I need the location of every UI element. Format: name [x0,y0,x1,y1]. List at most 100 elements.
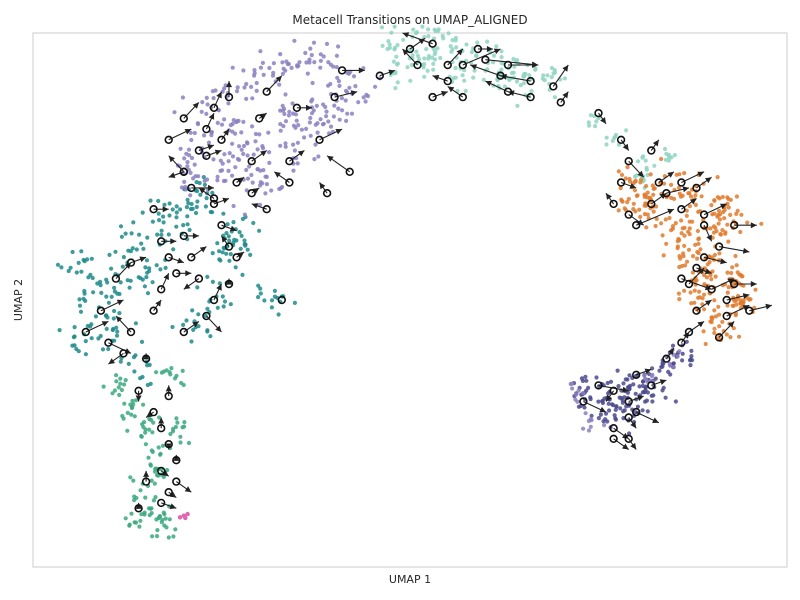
cell-point [205,306,210,311]
cell-point [208,334,213,339]
cell-point [258,65,263,70]
cell-point [155,528,160,533]
metacell-marker [172,456,181,465]
cell-point [638,180,643,185]
transition-arrow-head [652,417,659,423]
cell-point [415,53,421,58]
cell-point [106,346,111,352]
metacell-marker [481,55,490,64]
cell-point [512,64,517,69]
cell-point [422,35,427,40]
cell-point [586,428,592,433]
cell-point [529,89,534,94]
cell-point [235,156,240,162]
cell-point [189,339,194,344]
cell-point [453,75,458,80]
cell-point [604,142,609,147]
transition-arrow-head [720,203,727,210]
cell-point [666,158,671,163]
cell-point [261,72,266,77]
transition-arrow-head [198,187,206,194]
metacell-marker [609,424,618,433]
cell-point [291,111,296,116]
cell-point [292,300,297,305]
cell-point [675,239,680,244]
metacell-marker [631,221,641,230]
transition-arrow-head [319,182,326,190]
cell-point [167,213,172,218]
cell-point [491,60,496,65]
cell-point [204,95,209,100]
cell-point [652,163,657,168]
cell-point [414,30,419,35]
cell-point [291,168,296,173]
metacell-markers-layer [81,39,754,513]
cell-point [702,307,707,312]
cell-point [76,349,81,354]
transition-arrow-head [606,394,612,402]
cell-point [365,94,371,99]
cell-point [625,165,630,170]
cell-point [549,65,555,71]
cell-point [123,516,128,521]
cell-point [250,124,255,129]
cell-point [210,190,215,195]
cell-point [280,60,285,65]
transition-arrow-head [216,284,222,291]
cell-point [696,295,701,300]
transition-arrow-head [170,238,177,245]
cell-point [326,119,331,124]
cell-point [696,237,701,242]
cell-point [693,242,698,247]
cell-point [731,303,736,308]
transition-arrow-head [402,49,409,56]
cell-point [718,232,723,237]
metacell-marker [157,466,166,476]
cell-point [153,495,158,500]
cell-point [122,382,127,387]
cell-point [610,138,615,143]
transition-arrow-head [229,225,237,232]
cell-point [709,203,714,208]
cell-point [642,194,647,199]
cell-point [123,231,128,236]
cell-point [139,434,144,439]
cell-point [707,259,712,265]
cell-point [326,60,331,65]
cell-point [211,157,216,162]
cell-point [185,164,190,169]
metacell-marker [594,108,603,118]
cell-point [712,211,717,216]
cell-point [192,130,197,136]
transition-arrow-head [486,46,493,52]
cell-point [714,229,719,234]
cell-point [83,352,88,357]
cell-point [318,65,323,70]
cell-point [145,291,151,296]
cell-point [698,247,703,252]
cell-point [316,154,321,159]
cell-point [182,420,187,425]
cell-point [144,258,150,263]
cell-point [230,65,235,70]
transition-arrow-head [143,353,150,360]
cell-point [603,417,608,422]
cell-point [666,152,671,157]
cell-point [672,196,677,201]
cell-point [725,290,730,295]
cell-point [453,38,458,43]
y-axis-label: UMAP 2 [12,279,25,321]
cell-point [586,385,591,390]
cell-point [522,74,527,79]
cell-point [120,264,125,269]
cell-point [147,416,152,422]
cell-point [196,324,201,329]
transition-arrow-head [252,187,260,194]
cell-point [71,335,76,340]
cell-point [116,385,121,390]
transition-arrow-head [184,486,192,493]
cell-point [66,268,71,274]
transition-arrow-head [493,48,501,55]
cell-point [144,275,149,280]
cell-point [177,515,183,520]
